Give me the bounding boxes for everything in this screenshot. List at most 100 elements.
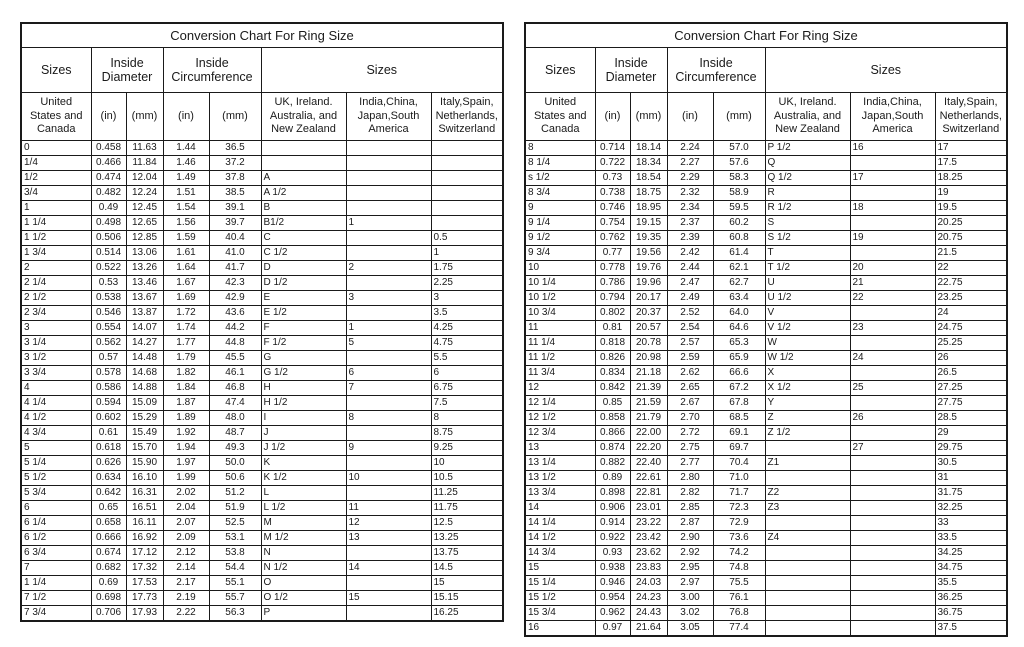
diameter-mm-cell: 23.22 — [629, 515, 668, 531]
india-size-cell: 19 — [849, 230, 936, 246]
uk-size-cell — [764, 470, 851, 486]
diameter-mm-cell: 12.04 — [125, 170, 164, 186]
india-size-cell — [345, 170, 432, 186]
india-size-cell — [345, 425, 432, 441]
italy-size-cell: 15.15 — [430, 590, 504, 606]
table-row: 5 3/4 0.642 16.31 2.02 51.2 L 11.25 — [20, 485, 504, 501]
diameter-in-cell: 0.946 — [594, 575, 631, 591]
uk-size-cell: D — [260, 260, 347, 276]
table-row: 3 1/2 0.57 14.48 1.79 45.5 G 5.5 — [20, 350, 504, 366]
uk-size-cell: S 1/2 — [764, 230, 851, 246]
italy-size-cell: 14.5 — [430, 560, 504, 576]
table-row: 3 0.554 14.07 1.74 44.2 F 1 4.25 — [20, 320, 504, 336]
italy-size-cell: 2.25 — [430, 275, 504, 291]
circumference-in-cell: 2.67 — [666, 395, 714, 411]
us-size-cell: 9 1/2 — [524, 230, 596, 246]
us-size-cell: 4 1/2 — [20, 410, 92, 426]
diameter-in-cell: 0.738 — [594, 185, 631, 201]
italy-size-cell: 13.25 — [430, 530, 504, 546]
india-size-cell — [849, 305, 936, 321]
table-row: 13 1/2 0.89 22.61 2.80 71.0 31 — [524, 470, 1008, 486]
india-size-cell — [345, 155, 432, 171]
india-size-cell — [345, 305, 432, 321]
us-size-cell: 1 3/4 — [20, 245, 92, 261]
diameter-in-cell: 0.938 — [594, 560, 631, 576]
circumference-mm-cell: 50.0 — [208, 455, 262, 471]
diameter-in-cell: 0.514 — [90, 245, 127, 261]
italy-size-cell: 34.75 — [934, 560, 1008, 576]
circumference-in-cell: 1.94 — [162, 440, 210, 456]
circumference-in-cell: 2.72 — [666, 425, 714, 441]
table-row: 14 0.906 23.01 2.85 72.3 Z3 32.25 — [524, 500, 1008, 516]
italy-size-cell: 17 — [934, 140, 1008, 156]
diameter-in-cell: 0.674 — [90, 545, 127, 561]
table-row: 11 1/2 0.826 20.98 2.59 65.9 W 1/2 24 26 — [524, 350, 1008, 366]
india-size-cell — [849, 590, 936, 606]
us-size-cell: 7 3/4 — [20, 605, 92, 621]
us-size-cell: 11 1/2 — [524, 350, 596, 366]
diameter-mm-cell: 12.85 — [125, 230, 164, 246]
italy-size-cell: 26 — [934, 350, 1008, 366]
uk-size-cell: V 1/2 — [764, 320, 851, 336]
diameter-in-cell: 0.562 — [90, 335, 127, 351]
header-inside-diameter: Inside Diameter — [594, 47, 668, 93]
circumference-mm-cell: 38.5 — [208, 185, 262, 201]
circumference-mm-cell: 45.5 — [208, 350, 262, 366]
diameter-mm-cell: 23.83 — [629, 560, 668, 576]
us-size-cell: 6 1/2 — [20, 530, 92, 546]
circumference-in-cell: 2.57 — [666, 335, 714, 351]
india-size-cell: 24 — [849, 350, 936, 366]
circumference-mm-cell: 67.8 — [712, 395, 766, 411]
italy-size-cell — [430, 215, 504, 231]
uk-size-cell — [764, 605, 851, 621]
diameter-mm-cell: 13.06 — [125, 245, 164, 261]
diameter-mm-cell: 15.49 — [125, 425, 164, 441]
us-size-cell: 6 — [20, 500, 92, 516]
ring-size-table-left: Conversion Chart For Ring Size Sizes Ins… — [20, 22, 505, 622]
india-size-cell: 3 — [345, 290, 432, 306]
italy-size-cell: 10 — [430, 455, 504, 471]
table-title: Conversion Chart For Ring Size — [20, 22, 504, 48]
diameter-in-cell: 0.482 — [90, 185, 127, 201]
circumference-in-cell: 1.46 — [162, 155, 210, 171]
diameter-in-cell: 0.866 — [594, 425, 631, 441]
diameter-mm-cell: 22.00 — [629, 425, 668, 441]
diameter-in-cell: 0.802 — [594, 305, 631, 321]
uk-size-cell — [764, 620, 851, 636]
diameter-mm-cell: 20.37 — [629, 305, 668, 321]
circumference-in-cell: 2.80 — [666, 470, 714, 486]
table-row: 1 1/4 0.69 17.53 2.17 55.1 O 15 — [20, 575, 504, 591]
circumference-in-cell: 2.32 — [666, 185, 714, 201]
us-size-cell: 1 1/4 — [20, 575, 92, 591]
india-size-cell — [345, 455, 432, 471]
italy-size-cell: 12.5 — [430, 515, 504, 531]
uk-size-cell — [764, 560, 851, 576]
us-size-cell: 11 — [524, 320, 596, 336]
diameter-in-cell: 0.818 — [594, 335, 631, 351]
diameter-mm-cell: 16.11 — [125, 515, 164, 531]
diameter-in-cell: 0.466 — [90, 155, 127, 171]
diameter-mm-cell: 17.93 — [125, 605, 164, 621]
uk-size-cell: J 1/2 — [260, 440, 347, 456]
us-size-cell: 10 — [524, 260, 596, 276]
circumference-mm-cell: 39.7 — [208, 215, 262, 231]
italy-size-cell: 31 — [934, 470, 1008, 486]
table-row: 4 0.586 14.88 1.84 46.8 H 7 6.75 — [20, 380, 504, 396]
diameter-mm-cell: 18.34 — [629, 155, 668, 171]
header-sizes: Sizes — [524, 47, 596, 93]
table-row: 16 0.97 21.64 3.05 77.4 37.5 — [524, 620, 1008, 636]
header-diameter-mm: (mm) — [125, 92, 164, 141]
circumference-in-cell: 2.52 — [666, 305, 714, 321]
table-body: 0 0.458 11.63 1.44 36.5 1/4 0.466 11.84 1.46 37.2… — [20, 140, 504, 621]
us-size-cell: 14 1/2 — [524, 530, 596, 546]
diameter-in-cell: 0.578 — [90, 365, 127, 381]
diameter-in-cell: 0.658 — [90, 515, 127, 531]
diameter-in-cell: 0.786 — [594, 275, 631, 291]
india-size-cell: 20 — [849, 260, 936, 276]
uk-size-cell: O — [260, 575, 347, 591]
diameter-mm-cell: 15.29 — [125, 410, 164, 426]
diameter-mm-cell: 18.75 — [629, 185, 668, 201]
circumference-mm-cell: 42.3 — [208, 275, 262, 291]
india-size-cell — [345, 200, 432, 216]
uk-size-cell: Z3 — [764, 500, 851, 516]
